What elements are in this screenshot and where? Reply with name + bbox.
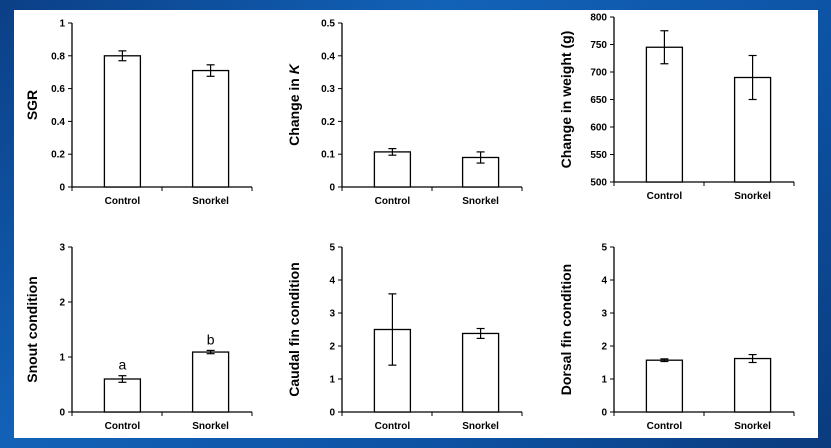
chart2-category-label: Snorkel [462, 196, 499, 207]
chart4-ytick-label: 3 [59, 243, 65, 254]
chart3-category-label: Control [647, 191, 683, 202]
chart1-bar-snorkel [191, 69, 230, 188]
chart5-bar-snorkel [461, 332, 500, 413]
chart5-ytick-label: 5 [329, 243, 335, 254]
chart3-category-label: Snorkel [734, 191, 771, 202]
chart5-ytick-label: 2 [329, 342, 335, 353]
chart5-ytick-label: 1 [329, 375, 335, 386]
chart4-ytick-label: 2 [59, 298, 65, 309]
chart1-ytick-label: 0.6 [51, 84, 65, 95]
chart4-ytick-label: 1 [59, 353, 65, 364]
chart6-ytick-label: 5 [601, 243, 607, 254]
chart3-ylabel: Change in weight (g) [558, 31, 574, 169]
chart5-ylabel: Caudal fin condition [286, 262, 302, 397]
chart1-category-label: Snorkel [192, 196, 229, 207]
chart1-ytick-label: 0.2 [51, 150, 65, 161]
chart5-category-label: Snorkel [462, 421, 499, 432]
chart4-bar-snorkel [191, 351, 230, 413]
figure-panel: 0 0.2 0.4 0.6 0.8 1 Control Snorkel SGR 0 0.1 0.2 0.… [14, 10, 818, 438]
chart3-ytick-label: 700 [590, 68, 607, 79]
chart3-ytick-label: 500 [590, 178, 607, 189]
chart2-ytick-label: 0 [329, 183, 335, 194]
chart6-ylabel: Dorsal fin condition [558, 264, 574, 395]
chart3-ytick-label: 550 [590, 150, 607, 161]
chart1-ytick-label: 0 [59, 183, 65, 194]
chart2-ytick-label: 0.4 [321, 51, 335, 62]
chart6-ytick-label: 1 [601, 375, 607, 386]
chart2-ylabel: Change in K [286, 63, 302, 146]
chart3-ytick-label: 600 [590, 123, 607, 134]
chart4-category-label: Snorkel [192, 421, 229, 432]
chart1-ytick-label: 1 [59, 19, 65, 30]
chart6-bar-control [645, 359, 684, 413]
chart4-ytick-label: 0 [59, 408, 65, 419]
chart6-ytick-label: 3 [601, 309, 607, 320]
chart3-ytick-label: 800 [590, 13, 607, 24]
chart1-category-label: Control [105, 196, 141, 207]
chart6-category-label: Snorkel [734, 421, 771, 432]
chart4-bar-control [103, 378, 142, 413]
chart4-category-label: Control [105, 421, 141, 432]
chart2-category-label: Control [375, 196, 411, 207]
bar-chart-grid: 0 0.2 0.4 0.6 0.8 1 Control Snorkel SGR 0 0.1 0.2 0.… [24, 13, 795, 432]
chart1-ytick-label: 0.4 [51, 117, 65, 128]
chart4-ylabel: Snout condition [24, 276, 40, 383]
chart2-ylabel-italic-k: K [286, 63, 302, 74]
chart6-ytick-label: 0 [601, 408, 607, 419]
chart5-ytick-label: 4 [329, 276, 335, 287]
chart1-ytick-label: 0.8 [51, 51, 65, 62]
chart2-ytick-label: 0.2 [321, 117, 335, 128]
chart3-ytick-label: 650 [590, 95, 607, 106]
chart5-ytick-label: 3 [329, 309, 335, 320]
chart2-bar-control [373, 151, 412, 188]
chart2-ytick-label: 0.3 [321, 84, 335, 95]
chart6-ytick-label: 2 [601, 342, 607, 353]
chart6-bar-snorkel [733, 357, 772, 413]
chart1-bar-control [103, 55, 142, 188]
chart6-category-label: Control [647, 421, 683, 432]
chart1-ylabel: SGR [24, 90, 40, 120]
chart5-category-label: Control [375, 421, 411, 432]
chart4-significance-letter: a [119, 357, 127, 373]
chart2-ytick-label: 0.5 [321, 19, 335, 30]
chart6-ytick-label: 4 [601, 276, 607, 287]
chart2-ytick-label: 0.1 [321, 150, 335, 161]
chart5-ytick-label: 0 [329, 408, 335, 419]
chart3-ytick-label: 750 [590, 40, 607, 51]
chart3-bar-control [645, 46, 684, 183]
chart4-significance-letter: b [207, 331, 215, 347]
